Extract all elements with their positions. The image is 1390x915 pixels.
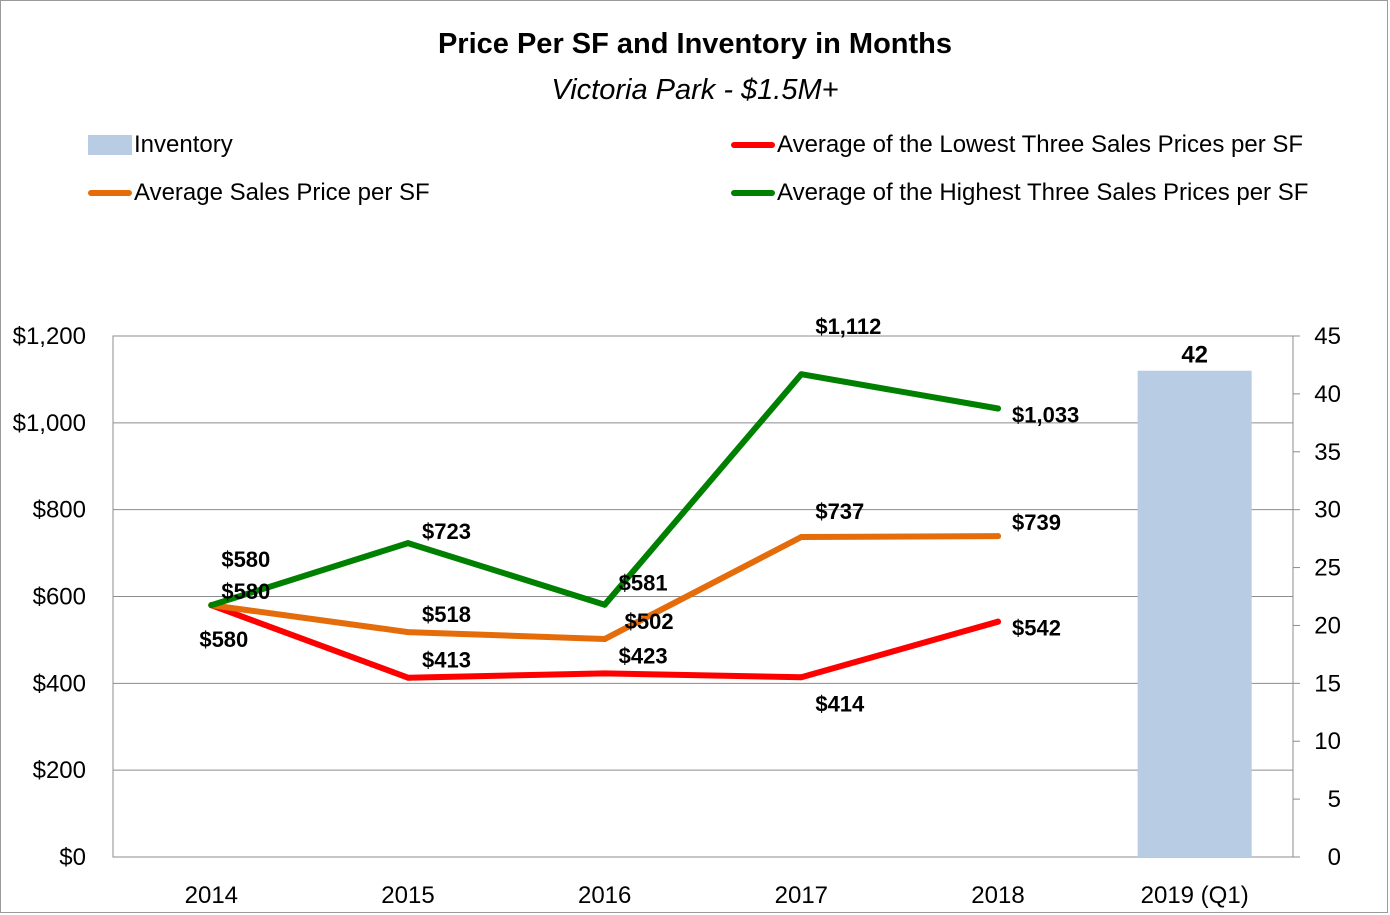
data-point-highest-three [601, 601, 608, 608]
y-left-tick-label: $800 [33, 497, 86, 524]
data-point-average [995, 533, 1001, 540]
data-point-lowest-three [995, 618, 1001, 625]
data-label-average: $737 [815, 499, 864, 524]
chart-title: Price Per SF and Inventory in Months [437, 28, 953, 60]
data-label-average: $739 [1012, 510, 1061, 535]
legend-swatch-highest-three [731, 190, 775, 196]
legend-label-average: Average Sales Price per SF [134, 179, 430, 206]
legend-label-inventory: Inventory [134, 131, 233, 158]
data-point-highest-three [995, 405, 1001, 412]
legend-label-lowest-three: Average of the Lowest Three Sales Prices… [777, 131, 1304, 158]
y-right-tick-label: 40 [1314, 381, 1341, 408]
series-line-highest-three [208, 371, 1001, 609]
inventory-bar [1137, 370, 1252, 857]
y-left-tick-label: $1,200 [13, 323, 86, 350]
data-label-lowest-three: $413 [422, 648, 471, 673]
data-point-average [798, 534, 805, 541]
y-right-tick-label: 5 [1328, 786, 1341, 813]
legend-swatch-inventory [88, 135, 132, 155]
legend-average: Average Sales Price per SF [88, 178, 430, 208]
y-right-tick-label: 35 [1314, 439, 1341, 466]
x-tick-label: 2019 (Q1) [1141, 882, 1249, 909]
data-point-average [405, 629, 411, 636]
plot-area-border [112, 335, 1294, 858]
y-left-tick-label: $0 [59, 844, 86, 871]
legend-inventory: Inventory [88, 130, 233, 160]
data-label-highest-three: $581 [619, 571, 668, 596]
data-label-highest-three: $1,033 [1012, 403, 1079, 428]
data-point-average [601, 636, 608, 643]
chart-subtitle: Victoria Park - $1.5M+ [551, 74, 839, 106]
data-point-lowest-three [798, 674, 805, 681]
x-tick-label: 2016 [578, 882, 631, 909]
y-right-tick-label: 45 [1314, 323, 1341, 350]
data-label-average: $502 [625, 609, 674, 634]
data-label-highest-three: $580 [221, 547, 270, 572]
x-tick-label: 2014 [185, 882, 238, 909]
x-tick-label: 2015 [381, 882, 434, 909]
y-right-tick-label: 20 [1314, 612, 1341, 639]
x-tick-label: 2017 [775, 882, 828, 909]
y-right-tick-label: 25 [1314, 555, 1341, 582]
legend-highest-three: Average of the Highest Three Sales Price… [731, 178, 1308, 208]
legend-swatch-lowest-three [731, 142, 775, 148]
data-label-lowest-three: $423 [619, 643, 668, 668]
legend-label-highest-three: Average of the Highest Three Sales Price… [777, 179, 1309, 206]
data-label-highest-three: $723 [422, 519, 471, 544]
legend-lowest-three: Average of the Lowest Three Sales Prices… [731, 130, 1303, 160]
data-point-highest-three [208, 602, 215, 609]
x-tick-label: 2018 [971, 882, 1024, 909]
y-left-tick-label: $400 [33, 670, 86, 697]
data-label-lowest-three: $414 [815, 691, 865, 716]
y-right-tick-label: 15 [1314, 670, 1341, 697]
legend-swatch-average [88, 190, 132, 196]
y-left-tick-label: $200 [33, 757, 86, 784]
data-point-lowest-three [601, 670, 608, 677]
data-point-highest-three [798, 371, 805, 378]
data-label-highest-three: $1,112 [815, 314, 881, 339]
data-point-highest-three [405, 540, 411, 547]
inventory-bar-label: 42 [1181, 342, 1208, 369]
data-point-lowest-three [405, 674, 411, 681]
data-label-lowest-three: $580 [199, 627, 248, 652]
y-right-tick-label: 0 [1328, 844, 1341, 871]
y-right-tick-label: 30 [1314, 497, 1341, 524]
data-label-average: $518 [422, 602, 471, 627]
y-left-tick-label: $1,000 [13, 410, 86, 437]
y-right-tick-label: 10 [1314, 728, 1341, 755]
y-left-tick-label: $600 [33, 584, 86, 611]
series-line-average [208, 533, 1001, 643]
data-label-average: $580 [221, 579, 270, 604]
data-label-lowest-three: $542 [1012, 616, 1061, 641]
